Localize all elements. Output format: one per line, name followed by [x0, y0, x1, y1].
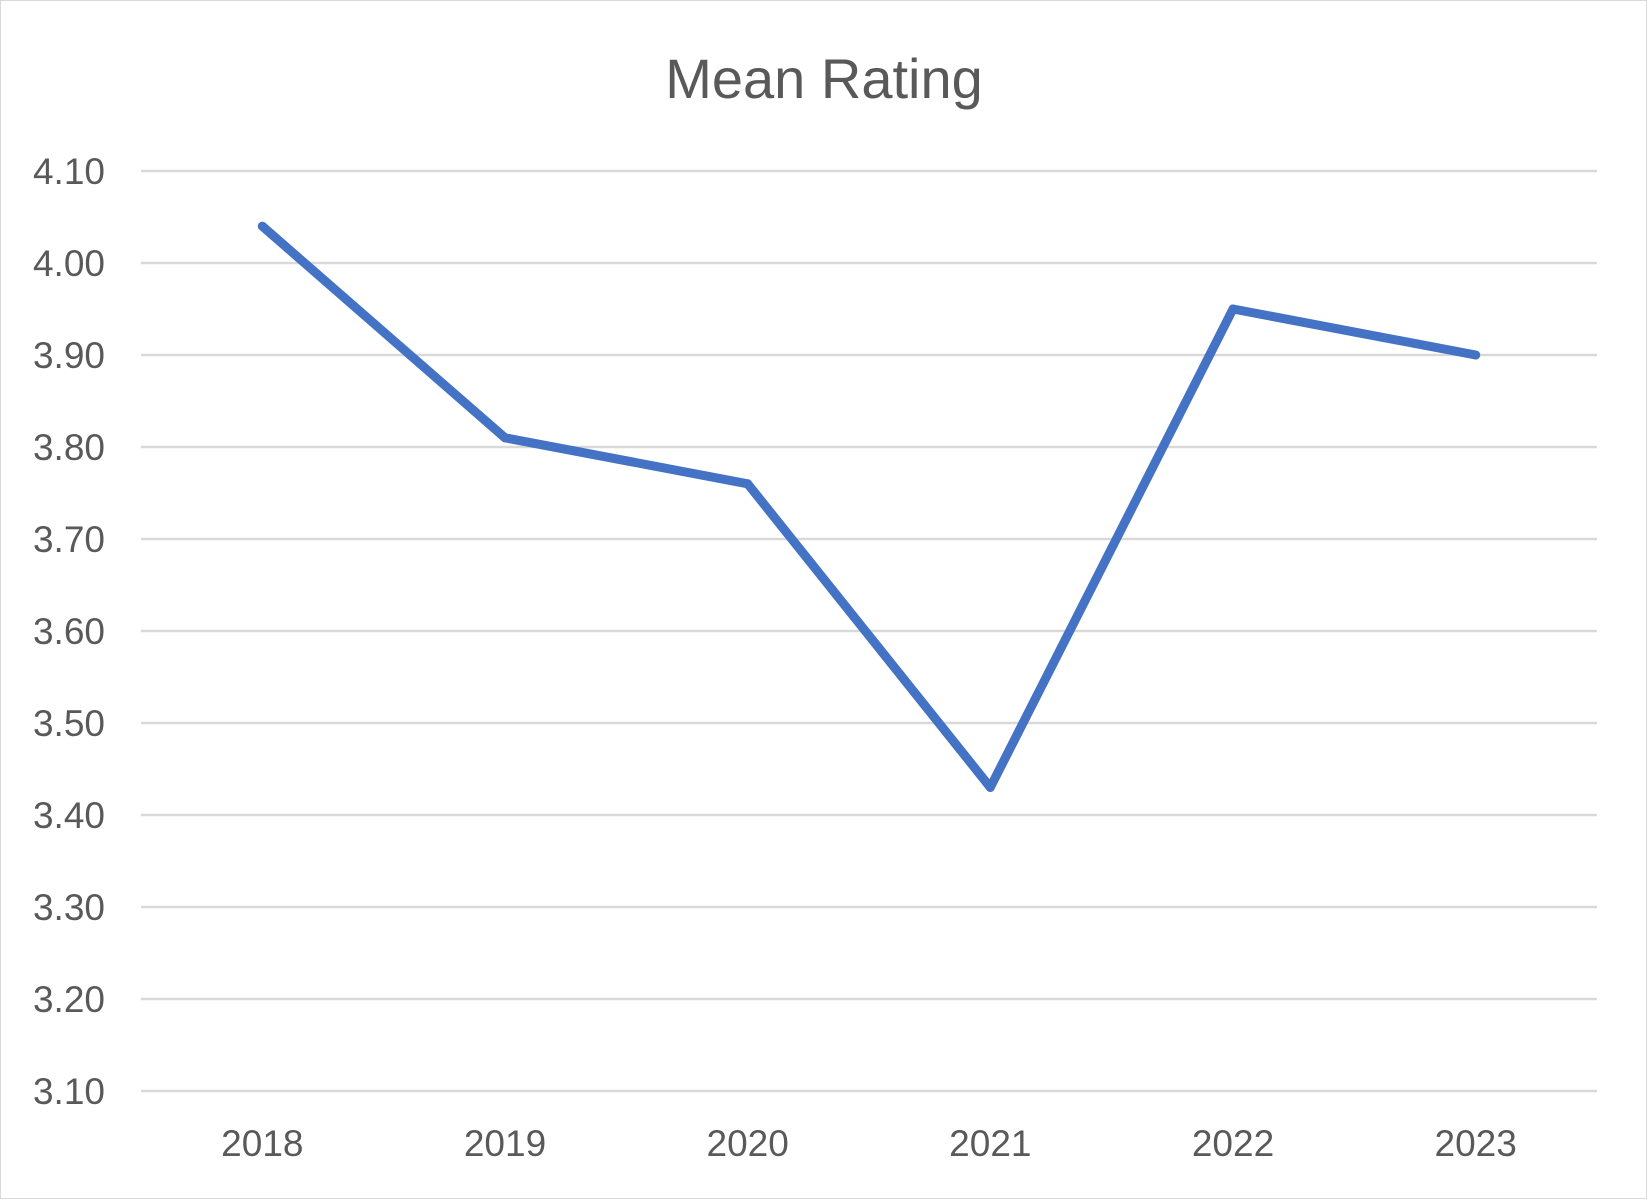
y-tick-label: 3.10 [33, 1071, 105, 1112]
y-tick-label: 3.80 [33, 427, 105, 468]
x-tick-label: 2021 [949, 1123, 1031, 1164]
x-tick-label: 2022 [1192, 1123, 1274, 1164]
y-tick-label: 3.70 [33, 519, 105, 560]
y-tick-label: 3.60 [33, 611, 105, 652]
data-point [1471, 350, 1481, 360]
data-point [257, 221, 267, 231]
y-axis-labels: 4.10 4.00 3.90 3.80 3.70 3.60 3.50 3.40 3.30 3.20… [33, 151, 105, 1112]
y-tick-label: 3.40 [33, 795, 105, 836]
y-tick-label: 3.50 [33, 703, 105, 744]
x-tick-label: 2023 [1435, 1123, 1517, 1164]
series-layer [257, 221, 1481, 792]
chart-title: Mean Rating [665, 47, 983, 110]
y-tick-label: 4.00 [33, 243, 105, 284]
y-tick-label: 3.20 [33, 979, 105, 1020]
series-line [257, 221, 1481, 792]
data-point [500, 433, 510, 443]
y-tick-label: 3.30 [33, 887, 105, 928]
x-tick-label: 2020 [707, 1123, 789, 1164]
x-axis-labels: 2018 2019 2020 2021 2022 2023 [221, 1123, 1517, 1164]
y-tick-label: 3.90 [33, 335, 105, 376]
y-tick-label: 4.10 [33, 151, 105, 192]
x-tick-label: 2019 [464, 1123, 546, 1164]
data-point [1228, 304, 1238, 314]
x-tick-label: 2018 [221, 1123, 303, 1164]
data-point [985, 782, 995, 792]
data-point [743, 479, 753, 489]
